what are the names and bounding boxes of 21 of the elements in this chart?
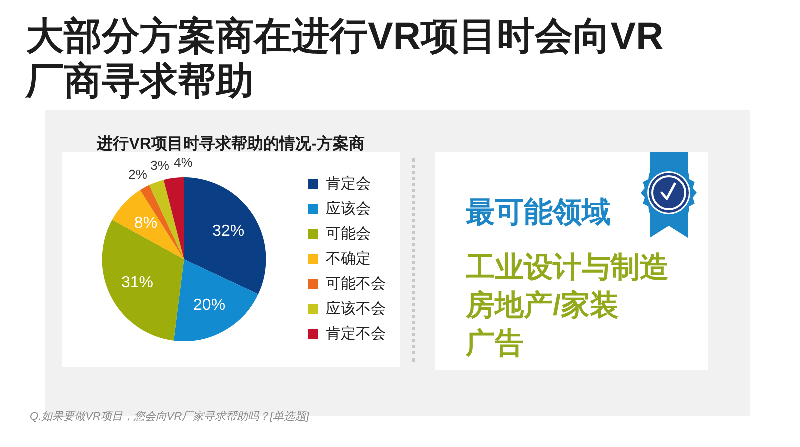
chart-title: 大部分方案商在进行VR项目时会向VR厂商寻求帮助: [26, 15, 665, 105]
data-label: 31%: [121, 274, 154, 292]
data-label: 8%: [134, 214, 158, 232]
data-label: 3%: [150, 158, 170, 174]
text: 最可能领域: [466, 196, 611, 231]
legend-label: 肯定不会: [326, 326, 386, 343]
text: 房地产/家装: [466, 288, 620, 324]
data-label: 32%: [212, 222, 245, 240]
legend-label: 可能会: [326, 226, 371, 243]
data-label: 4%: [174, 155, 194, 170]
text: 广告: [466, 327, 524, 362]
data-label: 2%: [128, 166, 148, 182]
text: 工业设计与制造: [466, 251, 669, 286]
text: Q.如果要做VR项目，您会向VR厂家寻求帮助吗？[单选题]: [30, 410, 310, 424]
legend-label: 肯定会: [326, 176, 371, 193]
legend-label: 应该不会: [326, 300, 386, 318]
data-label: 20%: [194, 296, 226, 314]
legend-label: 应该会: [326, 200, 371, 218]
chart-subtitle: 进行VR项目时寻求帮助的情况-方案商: [96, 134, 366, 155]
legend-label: 不确定: [326, 250, 371, 268]
legend-label: 可能不会: [326, 276, 386, 293]
